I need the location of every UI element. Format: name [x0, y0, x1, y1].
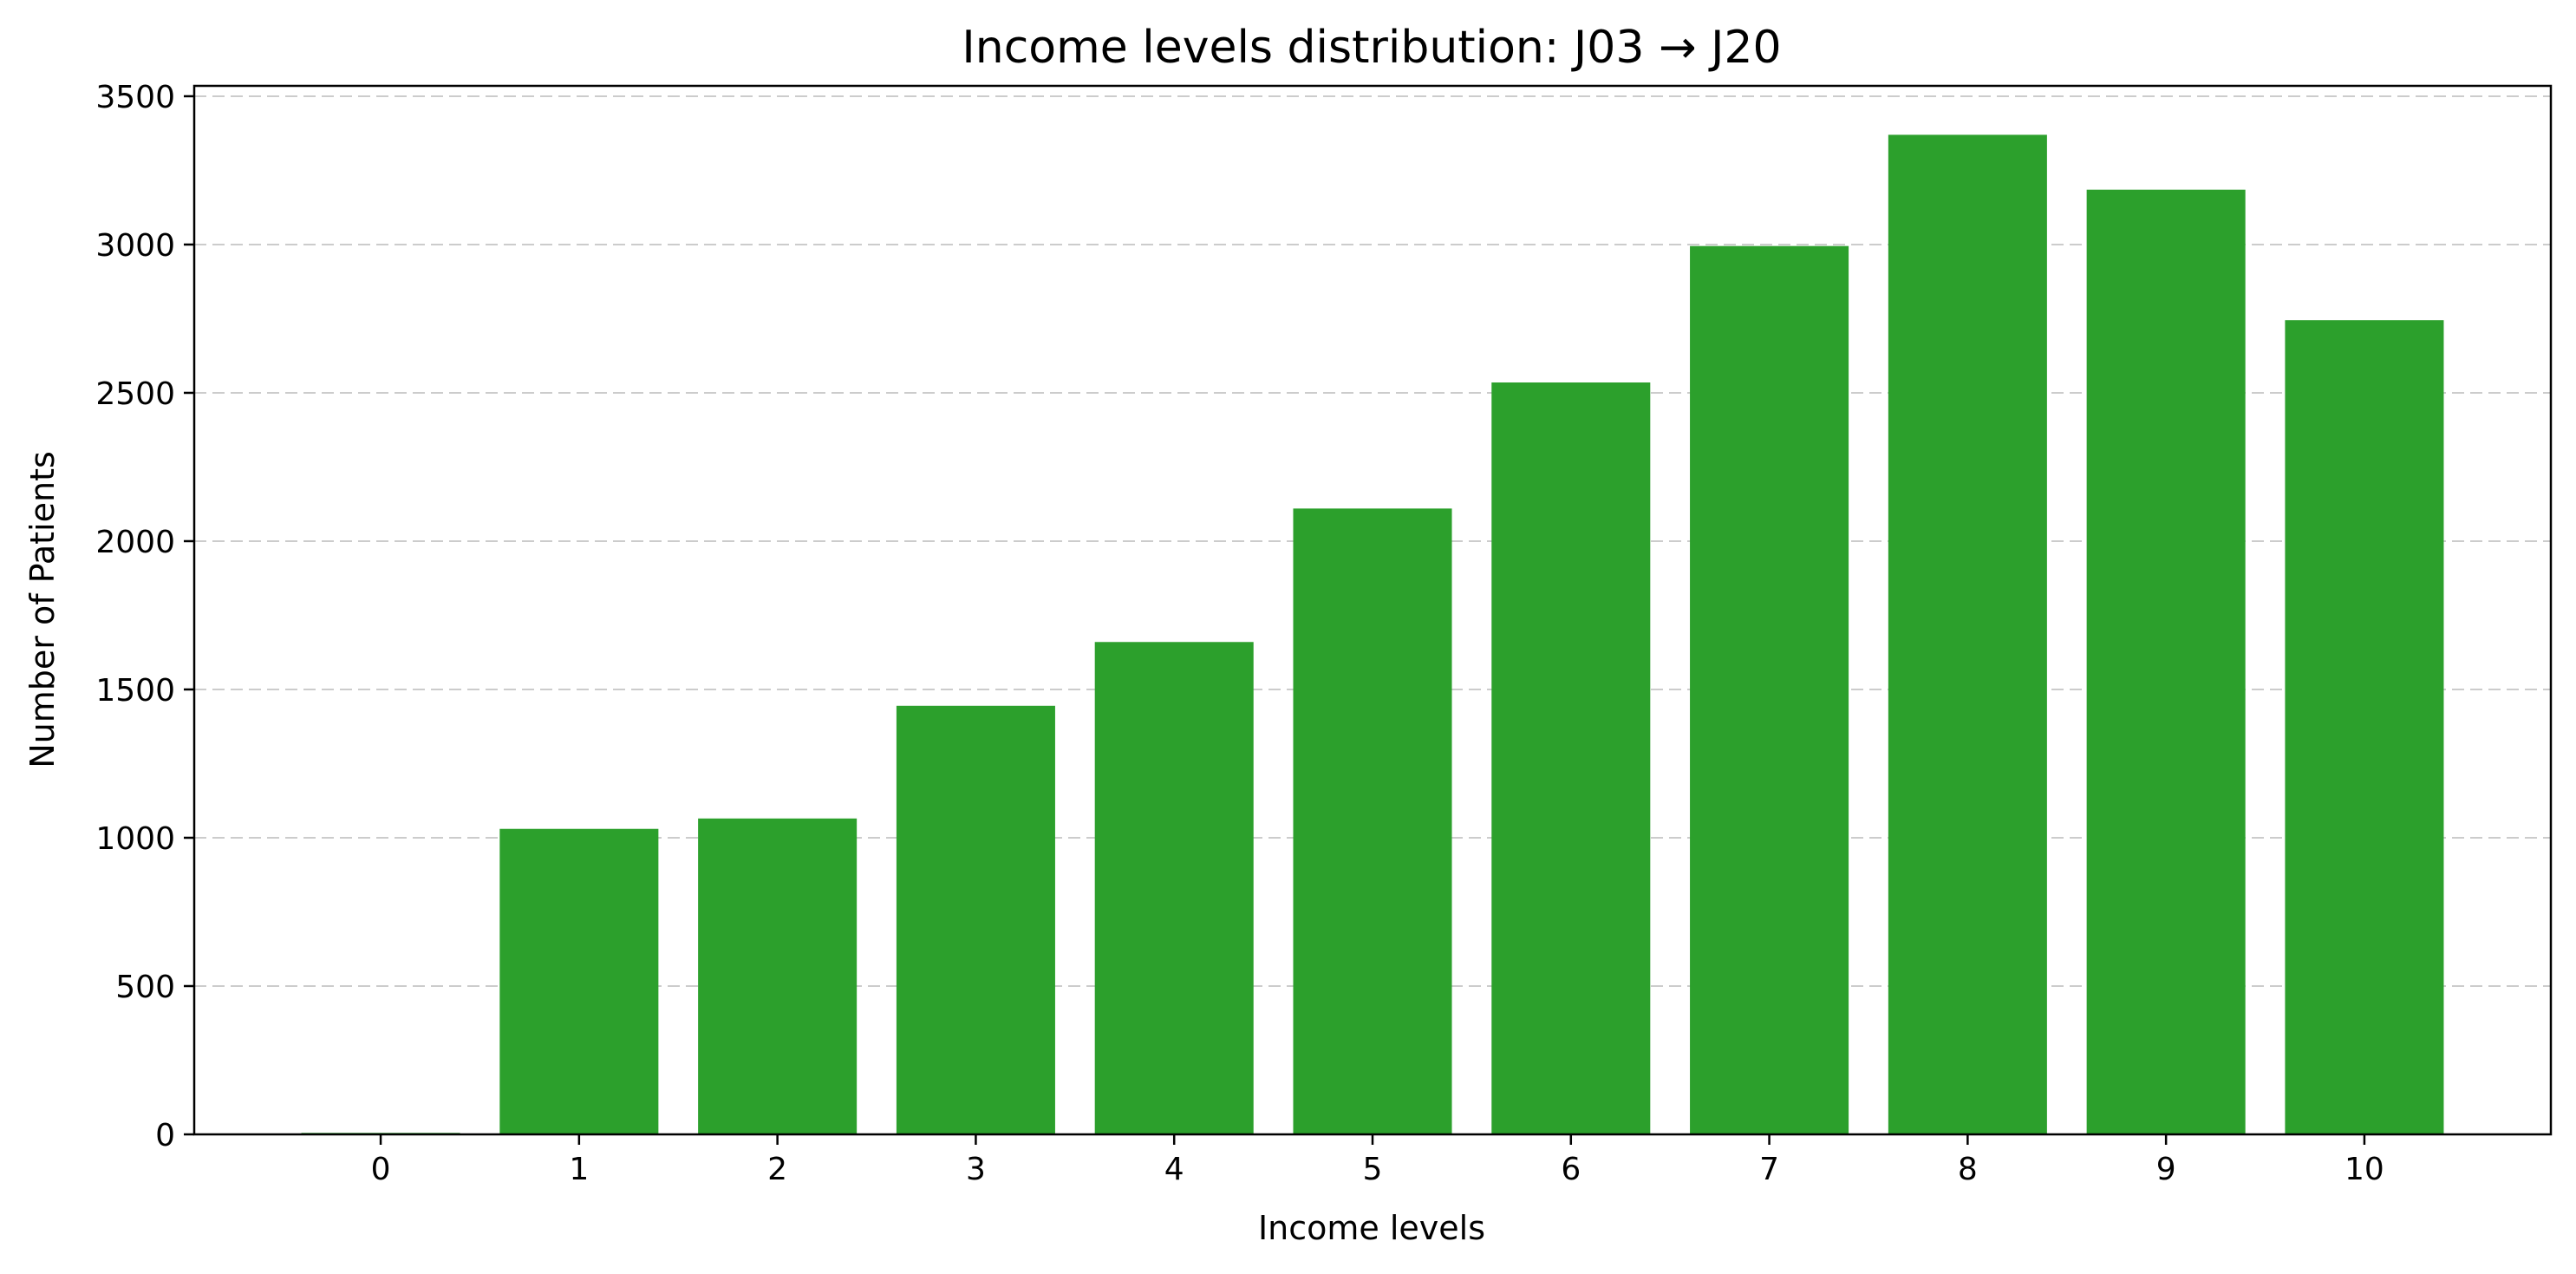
x-tick-label: 7 — [1759, 1152, 1779, 1187]
x-tick-label: 10 — [2344, 1152, 2384, 1187]
bar-3 — [896, 705, 1055, 1134]
bar-8 — [1888, 134, 2047, 1134]
bar-2 — [698, 818, 858, 1134]
x-tick-label: 5 — [1363, 1152, 1383, 1187]
x-axis-label: Income levels — [1258, 1209, 1485, 1247]
x-tick-label: 0 — [371, 1152, 391, 1187]
x-tick-label: 4 — [1164, 1152, 1184, 1187]
y-axis-label: Number of Patients — [23, 451, 62, 768]
x-tick-label: 9 — [2156, 1152, 2176, 1187]
bar-4 — [1094, 642, 1254, 1134]
y-tick-label: 2500 — [95, 376, 175, 412]
x-tick-label: 8 — [1958, 1152, 1978, 1187]
y-tick-label: 3500 — [95, 80, 175, 115]
chart-title: Income levels distribution: J03 → J20 — [962, 22, 1781, 74]
y-tick-label: 0 — [155, 1118, 175, 1153]
y-axis: 0 500 1000 1500 2000 2500 3000 3500 — [95, 80, 194, 1153]
y-tick-label: 500 — [115, 970, 175, 1005]
bar-5 — [1293, 508, 1452, 1134]
x-tick-label: 3 — [966, 1152, 986, 1187]
bar-10 — [2285, 320, 2444, 1134]
y-tick-label: 1000 — [95, 821, 175, 857]
y-tick-label: 1500 — [95, 673, 175, 709]
bar-9 — [2086, 189, 2246, 1134]
bar-7 — [1690, 245, 1849, 1134]
x-tick-label: 2 — [767, 1152, 787, 1187]
bar-1 — [499, 828, 659, 1134]
bars — [301, 134, 2444, 1134]
x-tick-label: 1 — [569, 1152, 589, 1187]
x-axis: 0 1 2 3 4 5 6 7 8 9 10 — [371, 1134, 2384, 1187]
bar-6 — [1491, 382, 1651, 1134]
x-tick-label: 6 — [1561, 1152, 1581, 1187]
y-tick-label: 3000 — [95, 228, 175, 264]
y-tick-label: 2000 — [95, 525, 175, 560]
